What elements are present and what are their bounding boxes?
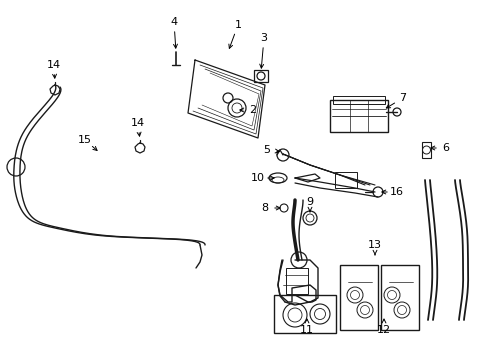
- Bar: [334, 172, 356, 188]
- Text: 9: 9: [306, 197, 313, 207]
- Text: 7: 7: [399, 93, 406, 103]
- Text: 5: 5: [263, 145, 270, 155]
- Text: 16: 16: [389, 187, 403, 197]
- Text: 4: 4: [170, 17, 177, 27]
- Text: 12: 12: [376, 325, 390, 335]
- Bar: [273, 295, 335, 333]
- Text: 6: 6: [442, 143, 448, 153]
- Bar: [421, 142, 430, 158]
- Text: 14: 14: [131, 118, 145, 128]
- Text: 11: 11: [299, 325, 313, 335]
- Text: 3: 3: [260, 33, 267, 43]
- Bar: [332, 96, 384, 104]
- Text: 10: 10: [250, 173, 264, 183]
- Bar: [339, 265, 377, 330]
- Bar: [380, 265, 418, 330]
- Text: 2: 2: [249, 105, 256, 115]
- Bar: [253, 70, 267, 82]
- Bar: [285, 268, 307, 294]
- Text: 1: 1: [234, 20, 241, 30]
- Text: 13: 13: [367, 240, 381, 250]
- Text: 14: 14: [47, 60, 61, 70]
- Text: 8: 8: [261, 203, 268, 213]
- Text: 15: 15: [78, 135, 92, 145]
- Bar: [329, 100, 387, 132]
